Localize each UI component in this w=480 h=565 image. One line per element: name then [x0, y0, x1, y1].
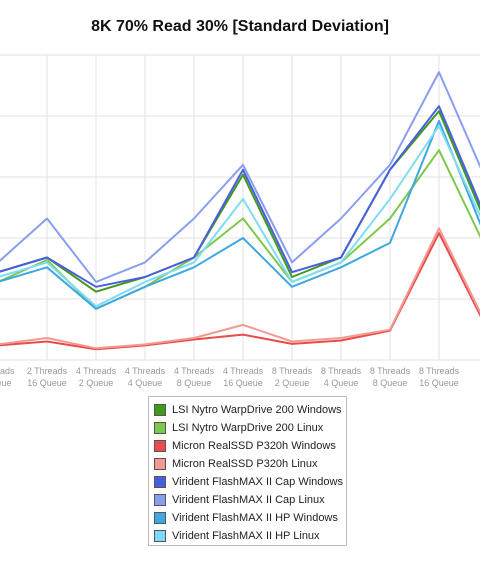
x-tick-label-line2: 4 Queue	[324, 378, 359, 388]
chart-title: 8K 70% Read 30% [Standard Deviation]	[91, 18, 389, 35]
series-line-5	[0, 71, 480, 283]
legend-swatch	[154, 512, 166, 524]
x-tick-label-line2: 4 Queue	[128, 378, 163, 388]
legend-label: Micron RealSSD P320h Linux	[172, 458, 318, 470]
legend: LSI Nytro WarpDrive 200 Windows LSI Nytro…	[148, 396, 347, 546]
x-tick-label-line1: 8 Threads	[419, 366, 460, 376]
legend-swatch	[154, 530, 166, 542]
legend-swatch	[154, 440, 166, 452]
line-chart: Threads Queue 2 Threads 16 Queue 4 Threads 2 …	[0, 54, 480, 388]
x-tick-label-line2: 16 Queue	[27, 378, 67, 388]
series-layer	[0, 71, 480, 351]
legend-label: Virident FlashMAX II HP Windows	[172, 512, 338, 524]
x-tick-label-line1: 8 Threads	[321, 366, 362, 376]
legend-label: Virident FlashMAX II Cap Windows	[172, 476, 343, 488]
x-tick-label-line1: 2 Threads	[27, 366, 68, 376]
legend-label: Virident FlashMAX II HP Linux	[172, 530, 320, 542]
x-tick-label-line2: 8 Queue	[373, 378, 408, 388]
legend-swatch	[154, 458, 166, 470]
legend-swatch	[154, 404, 166, 416]
legend-swatch	[154, 494, 166, 506]
x-tick-label-line1: 4 Threads	[174, 366, 215, 376]
x-tick-label-line1: 8 Threads	[370, 366, 411, 376]
x-tick-label-line2: Queue	[0, 378, 12, 388]
legend-label: Micron RealSSD P320h Windows	[172, 440, 336, 452]
legend-item[interactable]: Virident FlashMAX II Cap Linux	[154, 491, 346, 509]
x-tick-label-line1: 4 Threads	[223, 366, 264, 376]
grid-layer	[0, 54, 480, 361]
legend-item[interactable]: Micron RealSSD P320h Windows	[154, 437, 346, 455]
series-line-4	[0, 105, 480, 288]
x-tick-label-line2: 2 Queue	[79, 378, 114, 388]
x-tick-label-line2: 16 Queue	[419, 378, 459, 388]
x-tick-label-line1: 4 Threads	[125, 366, 166, 376]
x-axis-ticks: Threads Queue 2 Threads 16 Queue 4 Threads 2 …	[0, 366, 480, 388]
legend-swatch	[154, 422, 166, 434]
legend-label: LSI Nytro WarpDrive 200 Linux	[172, 422, 324, 434]
legend-item[interactable]: Virident FlashMAX II HP Linux	[154, 527, 346, 545]
series-line-7	[0, 124, 480, 308]
legend-item[interactable]: LSI Nytro WarpDrive 200 Linux	[154, 419, 346, 437]
legend-item[interactable]: LSI Nytro WarpDrive 200 Windows	[154, 401, 346, 419]
legend-item[interactable]: Virident FlashMAX II Cap Windows	[154, 473, 346, 491]
legend-label: Virident FlashMAX II Cap Linux	[172, 494, 325, 506]
x-tick-label-line2: 8 Queue	[177, 378, 212, 388]
legend-swatch	[154, 476, 166, 488]
legend-item[interactable]: Virident FlashMAX II HP Windows	[154, 509, 346, 527]
series-line-3	[0, 227, 480, 350]
x-tick-label-line2: 2 Queue	[275, 378, 310, 388]
series-line-6	[0, 119, 480, 310]
x-tick-label-line1: 8 Threads	[272, 366, 313, 376]
legend-item[interactable]: Micron RealSSD P320h Linux	[154, 455, 346, 473]
legend-label: LSI Nytro WarpDrive 200 Windows	[172, 404, 342, 416]
x-tick-label-line1: Threads	[0, 366, 15, 376]
x-tick-label-line1: 4 Threads	[76, 366, 117, 376]
x-tick-label-line2: 16 Queue	[223, 378, 263, 388]
